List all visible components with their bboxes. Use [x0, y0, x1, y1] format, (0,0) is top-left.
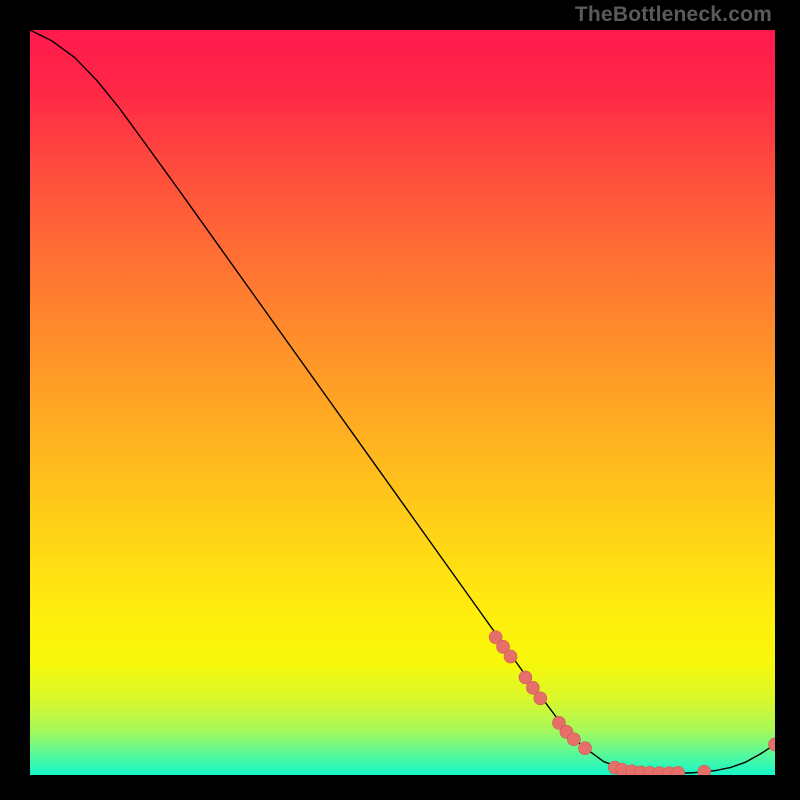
chart-background [30, 30, 775, 775]
data-marker [534, 692, 547, 705]
watermark-text: TheBottleneck.com [575, 3, 772, 27]
data-marker [579, 742, 592, 755]
data-marker [567, 733, 580, 746]
data-marker [698, 765, 711, 775]
data-marker [504, 650, 517, 663]
chart-container [30, 30, 775, 775]
bottleneck-chart [30, 30, 775, 775]
